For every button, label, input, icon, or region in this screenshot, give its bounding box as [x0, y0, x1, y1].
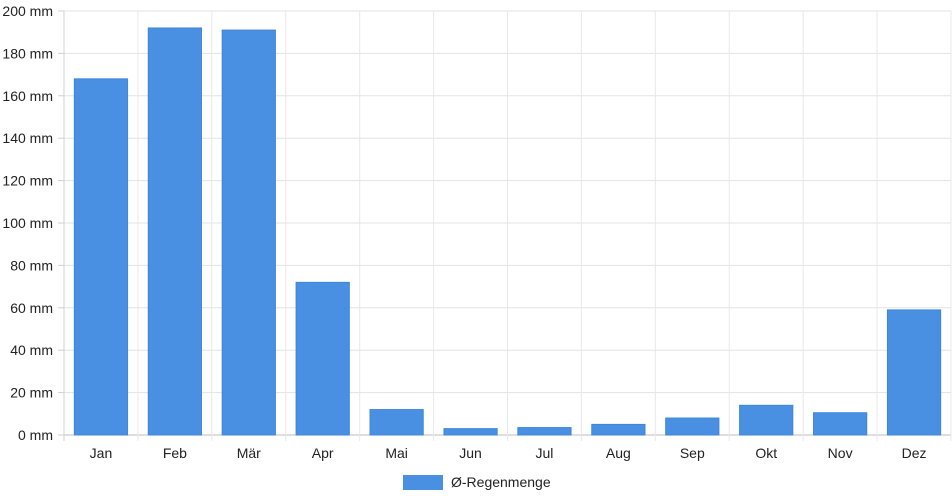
y-tick-label: 140 mm [2, 130, 53, 146]
x-tick-label: Mär [237, 445, 261, 461]
legend-label[interactable]: Ø-Regenmenge [451, 474, 551, 490]
bar-feb[interactable] [147, 27, 202, 436]
x-tick-label: Feb [163, 445, 187, 461]
y-tick-label: 160 mm [2, 88, 53, 104]
x-tick-label: Aug [606, 445, 631, 461]
x-tick-label: Jun [459, 445, 482, 461]
bar-layer [73, 27, 942, 436]
bar-nov[interactable] [813, 412, 868, 436]
y-tick-label: 0 mm [18, 427, 53, 443]
bar-okt[interactable] [739, 404, 794, 436]
x-tick-label: Apr [312, 445, 334, 461]
x-tick-label: Jan [90, 445, 113, 461]
y-tick-label: 120 mm [2, 173, 53, 189]
y-tick-label: 80 mm [10, 257, 53, 273]
x-tick-label: Nov [828, 445, 853, 461]
x-tick-label: Sep [680, 445, 705, 461]
x-tick-label: Mai [385, 445, 408, 461]
bar-mär[interactable] [221, 29, 276, 436]
x-tick-label: Jul [536, 445, 554, 461]
y-tick-label: 40 mm [10, 342, 53, 358]
axis-layer: 0 mm 20 mm 40 mm 60 mm 80 mm 100 mm 120 mm 140 … [2, 3, 926, 461]
bar-jan[interactable] [73, 78, 129, 436]
y-tick-label: 100 mm [2, 215, 53, 231]
y-tick-label: 180 mm [2, 45, 53, 61]
bar-jul[interactable] [517, 427, 572, 436]
bar-aug[interactable] [591, 423, 646, 436]
bar-dez[interactable] [886, 309, 942, 436]
bar-mai[interactable] [369, 409, 424, 436]
y-tick-label: 200 mm [2, 3, 53, 19]
bar-sep[interactable] [665, 417, 720, 436]
bar-apr[interactable] [295, 281, 350, 436]
legend-swatch[interactable] [403, 475, 443, 490]
y-tick-label: 60 mm [10, 300, 53, 316]
x-tick-label: Dez [902, 445, 927, 461]
grid-layer [63, 10, 952, 441]
legend[interactable]: Ø-Regenmenge [403, 474, 551, 490]
y-tick-label: 20 mm [10, 385, 53, 401]
bar-jun[interactable] [443, 428, 498, 436]
x-tick-label: Okt [755, 445, 777, 461]
